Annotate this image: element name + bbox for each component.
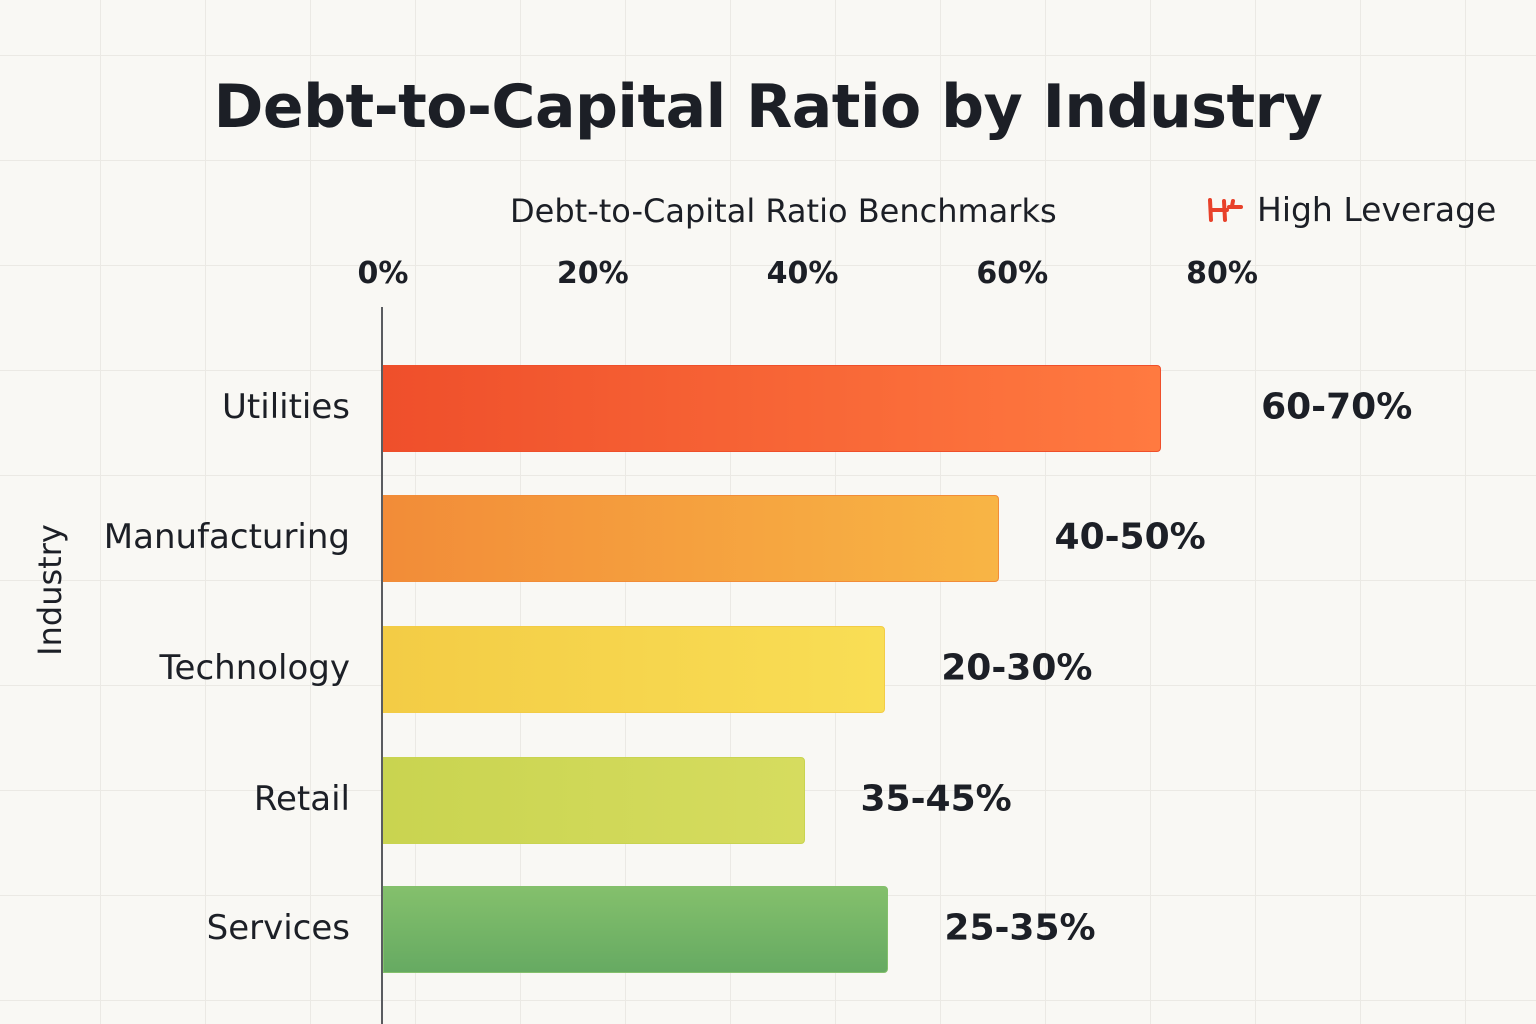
x-tick-label: 80% <box>1186 256 1258 291</box>
category-label: Services <box>206 908 350 948</box>
x-tick-label: 20% <box>556 256 629 291</box>
x-tick-label: 40% <box>766 256 839 291</box>
chart-title: Debt-to-Capital Ratio by Industry <box>213 72 1323 142</box>
y-axis-label: Industry <box>31 524 69 656</box>
data-label: 20-30% <box>941 647 1093 689</box>
legend-label: High Leverage <box>1257 190 1497 229</box>
bar-retail <box>383 757 805 844</box>
bar-utilities <box>383 365 1162 452</box>
data-label: 35-45% <box>860 778 1012 820</box>
category-label: Manufacturing <box>103 517 350 557</box>
data-label: 60-70% <box>1261 386 1413 428</box>
high-leverage-legend-icon <box>1208 197 1243 222</box>
data-label: 25-35% <box>944 907 1096 949</box>
bar-technology <box>383 626 886 713</box>
x-tick-label: 60% <box>976 256 1049 291</box>
chart-subtitle: Debt-to-Capital Ratio Benchmarks <box>510 192 1057 230</box>
category-label: Retail <box>253 779 350 819</box>
bar-services <box>383 886 889 973</box>
bar-manufacturing <box>383 495 999 582</box>
x-tick-label: 0% <box>357 256 409 291</box>
category-label: Utilities <box>222 387 350 427</box>
y-axis-line <box>381 307 383 1024</box>
category-label: Technology <box>159 648 350 688</box>
data-label: 40-50% <box>1054 516 1206 558</box>
legend: High Leverage <box>1205 190 1496 229</box>
